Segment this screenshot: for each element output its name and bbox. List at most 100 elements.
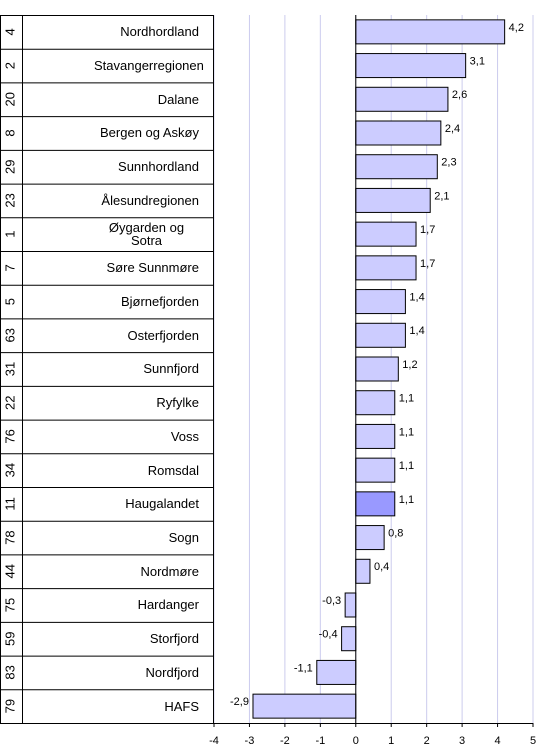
value-label: 0,4 xyxy=(374,561,389,573)
category-label: Hardanger xyxy=(137,597,199,613)
category-label: Øygarden og Sotra xyxy=(108,220,185,249)
row-code: 2 xyxy=(2,62,17,69)
row-code: 83 xyxy=(2,665,17,679)
row-code: 29 xyxy=(2,159,17,173)
bar xyxy=(355,86,449,112)
row-code: 75 xyxy=(2,598,17,612)
bar xyxy=(252,693,357,719)
name-cell: Osterfjorden xyxy=(23,318,207,352)
bar xyxy=(355,525,385,551)
x-tick-label: 1 xyxy=(388,735,394,747)
row-code: 4 xyxy=(2,28,17,35)
value-label: 0,8 xyxy=(388,527,403,539)
name-cell: HAFS xyxy=(23,689,207,723)
value-label: 1,2 xyxy=(402,359,417,371)
row-code: 63 xyxy=(2,328,17,342)
category-label: Nordfjord xyxy=(145,664,199,680)
category-label: Sogn xyxy=(168,530,199,546)
category-label: Voss xyxy=(170,428,199,444)
x-tick-label: -2 xyxy=(280,735,290,747)
x-tick-label: 4 xyxy=(494,735,500,747)
x-tick-label: -3 xyxy=(245,735,255,747)
x-tick-label: 2 xyxy=(424,735,430,747)
category-label: Nordhordland xyxy=(120,24,199,40)
row-code: 1 xyxy=(2,231,17,238)
value-label: -2,9 xyxy=(230,696,249,708)
bar xyxy=(355,423,396,449)
bar xyxy=(355,491,396,517)
name-cell: Hardanger xyxy=(23,588,207,622)
row-code: 34 xyxy=(2,463,17,477)
name-cell: Sunnfjord xyxy=(23,352,207,386)
row-code: 76 xyxy=(2,429,17,443)
row-code: 23 xyxy=(2,193,17,207)
x-tick-label: 3 xyxy=(459,735,465,747)
name-cell: Storfjord xyxy=(23,622,207,656)
value-label: 1,4 xyxy=(409,325,424,337)
category-label: Dalane xyxy=(157,91,199,107)
bar xyxy=(355,187,431,213)
name-cell: Bergen og Askøy xyxy=(23,116,207,150)
x-tick-label: -4 xyxy=(209,735,219,747)
category-label: Bergen og Askøy xyxy=(100,125,199,141)
name-cell: Søre Sunnmøre xyxy=(23,251,207,285)
row-code: 5 xyxy=(2,298,17,305)
name-cell: Nordhordland xyxy=(23,15,207,49)
x-tick-label: 0 xyxy=(353,735,359,747)
category-label: Storfjord xyxy=(149,631,199,647)
name-cell: Voss xyxy=(23,420,207,454)
x-tick-label: -1 xyxy=(315,735,325,747)
name-cell: Dalane xyxy=(23,82,207,116)
value-label: 1,7 xyxy=(420,258,435,270)
value-label: 1,1 xyxy=(399,494,414,506)
name-cell: Nordmøre xyxy=(23,554,207,588)
name-cell: Haugalandet xyxy=(23,487,207,521)
row-code: 11 xyxy=(2,497,17,511)
x-tick-label: 5 xyxy=(530,735,536,747)
value-label: 3,1 xyxy=(470,55,485,67)
value-label: -0,3 xyxy=(322,595,341,607)
row-code: 8 xyxy=(2,129,17,136)
bar xyxy=(316,659,357,685)
bar xyxy=(355,558,371,584)
row-code: 22 xyxy=(2,395,17,409)
name-cell: Nordfjord xyxy=(23,656,207,690)
row-code: 44 xyxy=(2,564,17,578)
row-code: 59 xyxy=(2,631,17,645)
value-label: 2,3 xyxy=(441,157,456,169)
bar xyxy=(355,221,417,247)
value-label: 2,1 xyxy=(434,190,449,202)
value-label: 2,4 xyxy=(445,123,460,135)
value-label: 4,2 xyxy=(509,22,524,34)
bar xyxy=(355,154,438,180)
category-label: Bjørnefjorden xyxy=(120,294,199,310)
category-label: Sunnhordland xyxy=(118,159,199,175)
category-label: Nordmøre xyxy=(140,563,199,579)
value-label: 1,7 xyxy=(420,224,435,236)
name-cell: Sunnhordland xyxy=(23,150,207,184)
row-code: 78 xyxy=(2,530,17,544)
category-label: Stavangerregionen xyxy=(94,58,204,74)
value-label: 1,1 xyxy=(399,426,414,438)
bar xyxy=(355,53,467,79)
category-label: Ryfylke xyxy=(156,395,199,411)
bar xyxy=(355,255,417,281)
bar xyxy=(355,390,396,416)
value-label: -1,1 xyxy=(294,662,313,674)
row-code: 31 xyxy=(2,362,17,376)
value-label: 1,4 xyxy=(409,291,424,303)
bar xyxy=(341,626,357,652)
value-label: -0,4 xyxy=(319,629,338,641)
value-label: 1,1 xyxy=(399,393,414,405)
category-label: Sunnfjord xyxy=(143,361,199,377)
row-code: 79 xyxy=(2,699,17,713)
name-cell: Sogn xyxy=(23,521,207,555)
bar xyxy=(355,356,399,382)
bar xyxy=(355,19,506,45)
name-cell: Romsdal xyxy=(23,453,207,487)
category-label: Søre Sunnmøre xyxy=(106,260,199,276)
bar xyxy=(355,289,406,315)
category-label: Haugalandet xyxy=(125,496,199,512)
